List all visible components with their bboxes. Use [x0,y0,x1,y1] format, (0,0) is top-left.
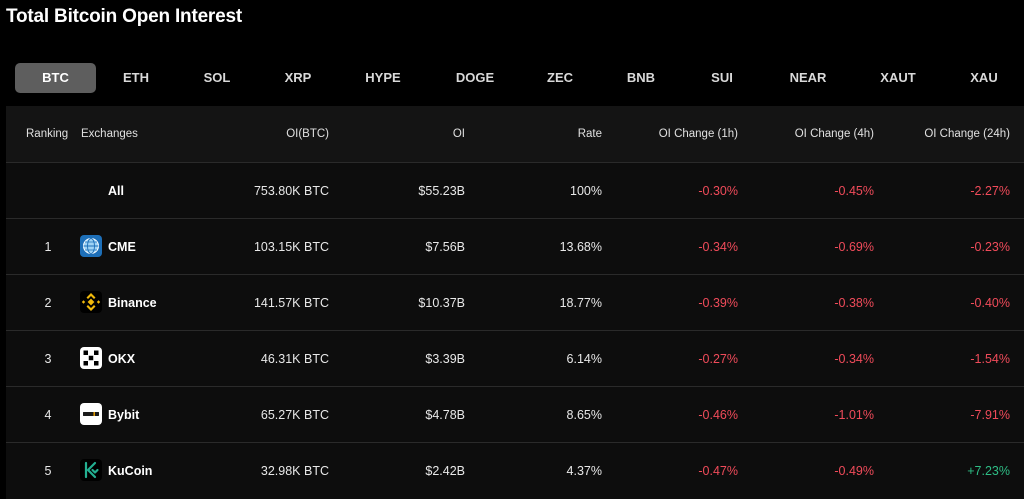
rank-value: 4 [44,408,52,422]
rank-value: 5 [44,464,52,478]
change-1h-value: -0.30% [698,184,738,198]
oi-btc-value: 753.80K BTC [253,184,329,198]
change-4h-value: -0.49% [834,464,874,478]
tab-xaut[interactable]: XAUT [880,70,916,85]
asset-tabs: BTC ETH SOL XRP HYPE DOGE ZEC BNB SUI NE… [15,63,1020,93]
oi-value: $7.56B [425,240,465,254]
column-header-exchanges[interactable]: Exchanges [81,128,138,140]
change-24h-value: -2.27% [970,184,1010,198]
page-title: Total Bitcoin Open Interest [6,6,242,27]
change-24h-value: -7.91% [970,408,1010,422]
column-header-change-4h[interactable]: OI Change (4h) [794,128,874,140]
table-row[interactable]: 3 OKX 46.31K BTC $3.39B 6.14% -0.27% -0.… [6,330,1024,387]
cme-logo-icon [80,235,102,257]
tab-near[interactable]: NEAR [789,70,827,85]
rate-value: 100% [570,184,602,198]
oi-btc-value: 65.27K BTC [260,408,329,422]
change-1h-value: -0.34% [698,240,738,254]
column-header-rate[interactable]: Rate [577,128,602,140]
tab-sol[interactable]: SOL [203,70,231,85]
rate-value: 6.14% [566,352,602,366]
rate-value: 4.37% [566,464,602,478]
oi-value: $10.37B [418,296,465,310]
exchange-name: All [108,184,124,198]
change-4h-value: -0.45% [834,184,874,198]
tab-xau[interactable]: XAU [970,70,998,85]
tab-hype[interactable]: HYPE [365,70,401,85]
oi-value: $55.23B [418,184,465,198]
exchange-name[interactable]: Binance [108,296,157,310]
tab-bnb[interactable]: BNB [626,70,656,85]
exchange-name[interactable]: KuCoin [108,464,153,478]
rate-value: 8.65% [566,408,602,422]
column-header-change-1h[interactable]: OI Change (1h) [658,128,738,140]
exchange-name[interactable]: OKX [108,352,136,366]
rank-value: 3 [44,352,52,366]
kucoin-logo-icon [80,459,102,481]
rank-value: 2 [44,296,52,310]
change-4h-value: -1.01% [834,408,874,422]
bybit-logo-icon [80,403,102,425]
exchange-name[interactable]: CME [108,240,136,254]
change-1h-value: -0.39% [698,296,738,310]
column-header-oi[interactable]: OI [452,128,465,140]
change-1h-value: -0.47% [698,464,738,478]
table-row-all[interactable]: All 753.80K BTC $55.23B 100% -0.30% -0.4… [6,162,1024,219]
oi-value: $2.42B [425,464,465,478]
change-1h-value: -0.46% [698,408,738,422]
exchange-name[interactable]: Bybit [108,408,140,422]
change-24h-value: +7.23% [967,464,1010,478]
tab-zec[interactable]: ZEC [547,70,573,85]
binance-logo-icon [80,291,102,313]
oi-btc-value: 32.98K BTC [260,464,329,478]
oi-btc-value: 141.57K BTC [253,296,329,310]
rate-value: 18.77% [559,296,602,310]
oi-value: $3.39B [425,352,465,366]
change-24h-value: -0.23% [970,240,1010,254]
okx-logo-icon [80,347,102,369]
table-row[interactable]: 1 CME 103.15K BTC $7.56B 13.68% -0.34% -… [6,218,1024,275]
rate-value: 13.68% [559,240,602,254]
oi-value: $4.78B [425,408,465,422]
oi-btc-value: 103.15K BTC [253,240,329,254]
change-1h-value: -0.27% [698,352,738,366]
table-header: Ranking Exchanges OI(BTC) OI Rate OI Cha… [6,106,1024,162]
rank-value: 1 [44,240,52,254]
table-row[interactable]: 4 Bybit 65.27K BTC $4.78B 8.65% -0.46% -… [6,386,1024,443]
column-header-change-24h[interactable]: OI Change (24h) [924,128,1010,140]
change-4h-value: -0.69% [834,240,874,254]
change-24h-value: -0.40% [970,296,1010,310]
table-row[interactable]: 5 KuCoin 32.98K BTC $2.42B 4.37% -0.47% … [6,442,1024,499]
change-4h-value: -0.38% [834,296,874,310]
column-header-oi-btc[interactable]: OI(BTC) [286,128,329,140]
change-24h-value: -1.54% [970,352,1010,366]
tab-eth[interactable]: ETH [123,70,149,85]
tab-doge[interactable]: DOGE [455,70,495,85]
tab-xrp[interactable]: XRP [284,70,312,85]
column-header-ranking[interactable]: Ranking [26,128,69,140]
oi-btc-value: 46.31K BTC [260,352,329,366]
table-row[interactable]: 2 Binance 141.57K BTC $10.37B 18.77% -0.… [6,274,1024,331]
tab-btc[interactable]: BTC [15,63,96,93]
tab-sui[interactable]: SUI [711,70,733,85]
change-4h-value: -0.34% [834,352,874,366]
open-interest-table: Ranking Exchanges OI(BTC) OI Rate OI Cha… [6,106,1024,499]
